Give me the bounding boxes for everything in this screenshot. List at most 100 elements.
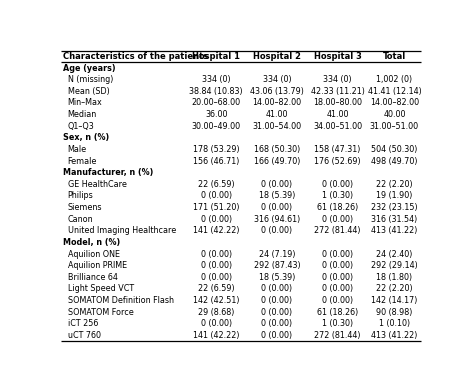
Text: 292 (87.43): 292 (87.43) xyxy=(254,261,300,270)
Text: Min–Max: Min–Max xyxy=(68,99,102,107)
Text: 141 (42.22): 141 (42.22) xyxy=(193,226,239,235)
Text: 0 (0.00): 0 (0.00) xyxy=(322,285,353,293)
Text: 292 (29.14): 292 (29.14) xyxy=(371,261,418,270)
Text: 272 (81.44): 272 (81.44) xyxy=(314,331,361,340)
Text: Sex, n (%): Sex, n (%) xyxy=(63,133,109,142)
Text: 0 (0.00): 0 (0.00) xyxy=(261,226,292,235)
Text: Male: Male xyxy=(68,145,87,154)
Text: 0 (0.00): 0 (0.00) xyxy=(322,261,353,270)
Text: 1 (0.10): 1 (0.10) xyxy=(379,319,410,328)
Text: 141 (42.22): 141 (42.22) xyxy=(193,331,239,340)
Text: 19 (1.90): 19 (1.90) xyxy=(376,191,413,201)
Text: 30.00–49.00: 30.00–49.00 xyxy=(191,122,241,131)
Text: 334 (0): 334 (0) xyxy=(323,75,352,84)
Text: 0 (0.00): 0 (0.00) xyxy=(261,296,292,305)
Text: 0 (0.00): 0 (0.00) xyxy=(201,215,232,224)
Text: 90 (8.98): 90 (8.98) xyxy=(376,308,413,316)
Text: 18.00–80.00: 18.00–80.00 xyxy=(313,99,362,107)
Text: 413 (41.22): 413 (41.22) xyxy=(371,226,418,235)
Text: Hospital 3: Hospital 3 xyxy=(314,52,362,61)
Text: Characteristics of the patients: Characteristics of the patients xyxy=(64,52,209,61)
Text: SOMATOM Force: SOMATOM Force xyxy=(68,308,134,316)
Text: Mean (SD): Mean (SD) xyxy=(68,87,109,96)
Text: 31.00–51.00: 31.00–51.00 xyxy=(370,122,419,131)
Text: 61 (18.26): 61 (18.26) xyxy=(317,308,358,316)
Text: Hospital 1: Hospital 1 xyxy=(192,52,240,61)
Text: 18 (1.80): 18 (1.80) xyxy=(376,273,412,282)
Text: 498 (49.70): 498 (49.70) xyxy=(371,157,418,166)
Text: 0 (0.00): 0 (0.00) xyxy=(201,191,232,201)
Text: Aquilion PRIME: Aquilion PRIME xyxy=(68,261,127,270)
Text: 232 (23.15): 232 (23.15) xyxy=(371,203,418,212)
Text: 22 (6.59): 22 (6.59) xyxy=(198,180,235,189)
Text: 24 (2.40): 24 (2.40) xyxy=(376,249,413,258)
Text: 61 (18.26): 61 (18.26) xyxy=(317,203,358,212)
Text: 18 (5.39): 18 (5.39) xyxy=(259,273,295,282)
Text: Hospital 2: Hospital 2 xyxy=(253,52,301,61)
Text: 22 (2.20): 22 (2.20) xyxy=(376,285,413,293)
Text: 41.00: 41.00 xyxy=(326,110,349,119)
Text: 1,002 (0): 1,002 (0) xyxy=(376,75,412,84)
Text: 41.00: 41.00 xyxy=(265,110,288,119)
Text: 20.00–68.00: 20.00–68.00 xyxy=(191,99,241,107)
Text: 0 (0.00): 0 (0.00) xyxy=(261,203,292,212)
Text: Total: Total xyxy=(383,52,406,61)
Text: 178 (53.29): 178 (53.29) xyxy=(193,145,239,154)
Text: 18 (5.39): 18 (5.39) xyxy=(259,191,295,201)
Text: 0 (0.00): 0 (0.00) xyxy=(201,249,232,258)
Text: 14.00–82.00: 14.00–82.00 xyxy=(370,99,419,107)
Text: 168 (50.30): 168 (50.30) xyxy=(254,145,300,154)
Text: 0 (0.00): 0 (0.00) xyxy=(322,296,353,305)
Text: 0 (0.00): 0 (0.00) xyxy=(261,308,292,316)
Text: GE HealthCare: GE HealthCare xyxy=(68,180,127,189)
Text: 0 (0.00): 0 (0.00) xyxy=(322,249,353,258)
Text: uCT 760: uCT 760 xyxy=(68,331,100,340)
Text: 43.06 (13.79): 43.06 (13.79) xyxy=(250,87,304,96)
Text: iCT 256: iCT 256 xyxy=(68,319,98,328)
Text: 1 (0.30): 1 (0.30) xyxy=(322,319,353,328)
Text: Siemens: Siemens xyxy=(68,203,102,212)
Text: 316 (94.61): 316 (94.61) xyxy=(254,215,300,224)
Text: 41.41 (12.14): 41.41 (12.14) xyxy=(367,87,421,96)
Text: 171 (51.20): 171 (51.20) xyxy=(193,203,239,212)
Text: United Imaging Healthcare: United Imaging Healthcare xyxy=(68,226,176,235)
Text: 0 (0.00): 0 (0.00) xyxy=(261,180,292,189)
Text: 22 (2.20): 22 (2.20) xyxy=(376,180,413,189)
Text: Age (years): Age (years) xyxy=(63,64,115,73)
Text: 413 (41.22): 413 (41.22) xyxy=(371,331,418,340)
Text: 38.84 (10.83): 38.84 (10.83) xyxy=(190,87,243,96)
Text: Median: Median xyxy=(68,110,97,119)
Text: 334 (0): 334 (0) xyxy=(263,75,291,84)
Text: 316 (31.54): 316 (31.54) xyxy=(371,215,418,224)
Text: 0 (0.00): 0 (0.00) xyxy=(322,180,353,189)
Text: Aquilion ONE: Aquilion ONE xyxy=(68,249,120,258)
Text: 31.00–54.00: 31.00–54.00 xyxy=(252,122,301,131)
Text: 176 (52.69): 176 (52.69) xyxy=(314,157,361,166)
Text: Canon: Canon xyxy=(68,215,93,224)
Text: 158 (47.31): 158 (47.31) xyxy=(314,145,361,154)
Text: 0 (0.00): 0 (0.00) xyxy=(322,273,353,282)
Text: Brilliance 64: Brilliance 64 xyxy=(68,273,118,282)
Text: 0 (0.00): 0 (0.00) xyxy=(201,273,232,282)
Text: 0 (0.00): 0 (0.00) xyxy=(261,285,292,293)
Text: SOMATOM Definition Flash: SOMATOM Definition Flash xyxy=(68,296,173,305)
Text: Female: Female xyxy=(68,157,97,166)
Text: 0 (0.00): 0 (0.00) xyxy=(322,215,353,224)
Text: 156 (46.71): 156 (46.71) xyxy=(193,157,239,166)
Text: Light Speed VCT: Light Speed VCT xyxy=(68,285,134,293)
Text: 0 (0.00): 0 (0.00) xyxy=(201,319,232,328)
Text: N (missing): N (missing) xyxy=(68,75,113,84)
Text: 166 (49.70): 166 (49.70) xyxy=(254,157,300,166)
Text: Philips: Philips xyxy=(68,191,93,201)
Text: 40.00: 40.00 xyxy=(383,110,406,119)
Text: 34.00–51.00: 34.00–51.00 xyxy=(313,122,362,131)
Text: Model, n (%): Model, n (%) xyxy=(63,238,120,247)
Text: 36.00: 36.00 xyxy=(205,110,228,119)
Text: 14.00–82.00: 14.00–82.00 xyxy=(252,99,301,107)
Text: Q1–Q3: Q1–Q3 xyxy=(68,122,94,131)
Text: 0 (0.00): 0 (0.00) xyxy=(201,261,232,270)
Text: 0 (0.00): 0 (0.00) xyxy=(261,331,292,340)
Text: 1 (0.30): 1 (0.30) xyxy=(322,191,353,201)
Text: 24 (7.19): 24 (7.19) xyxy=(259,249,295,258)
Text: 142 (42.51): 142 (42.51) xyxy=(193,296,239,305)
